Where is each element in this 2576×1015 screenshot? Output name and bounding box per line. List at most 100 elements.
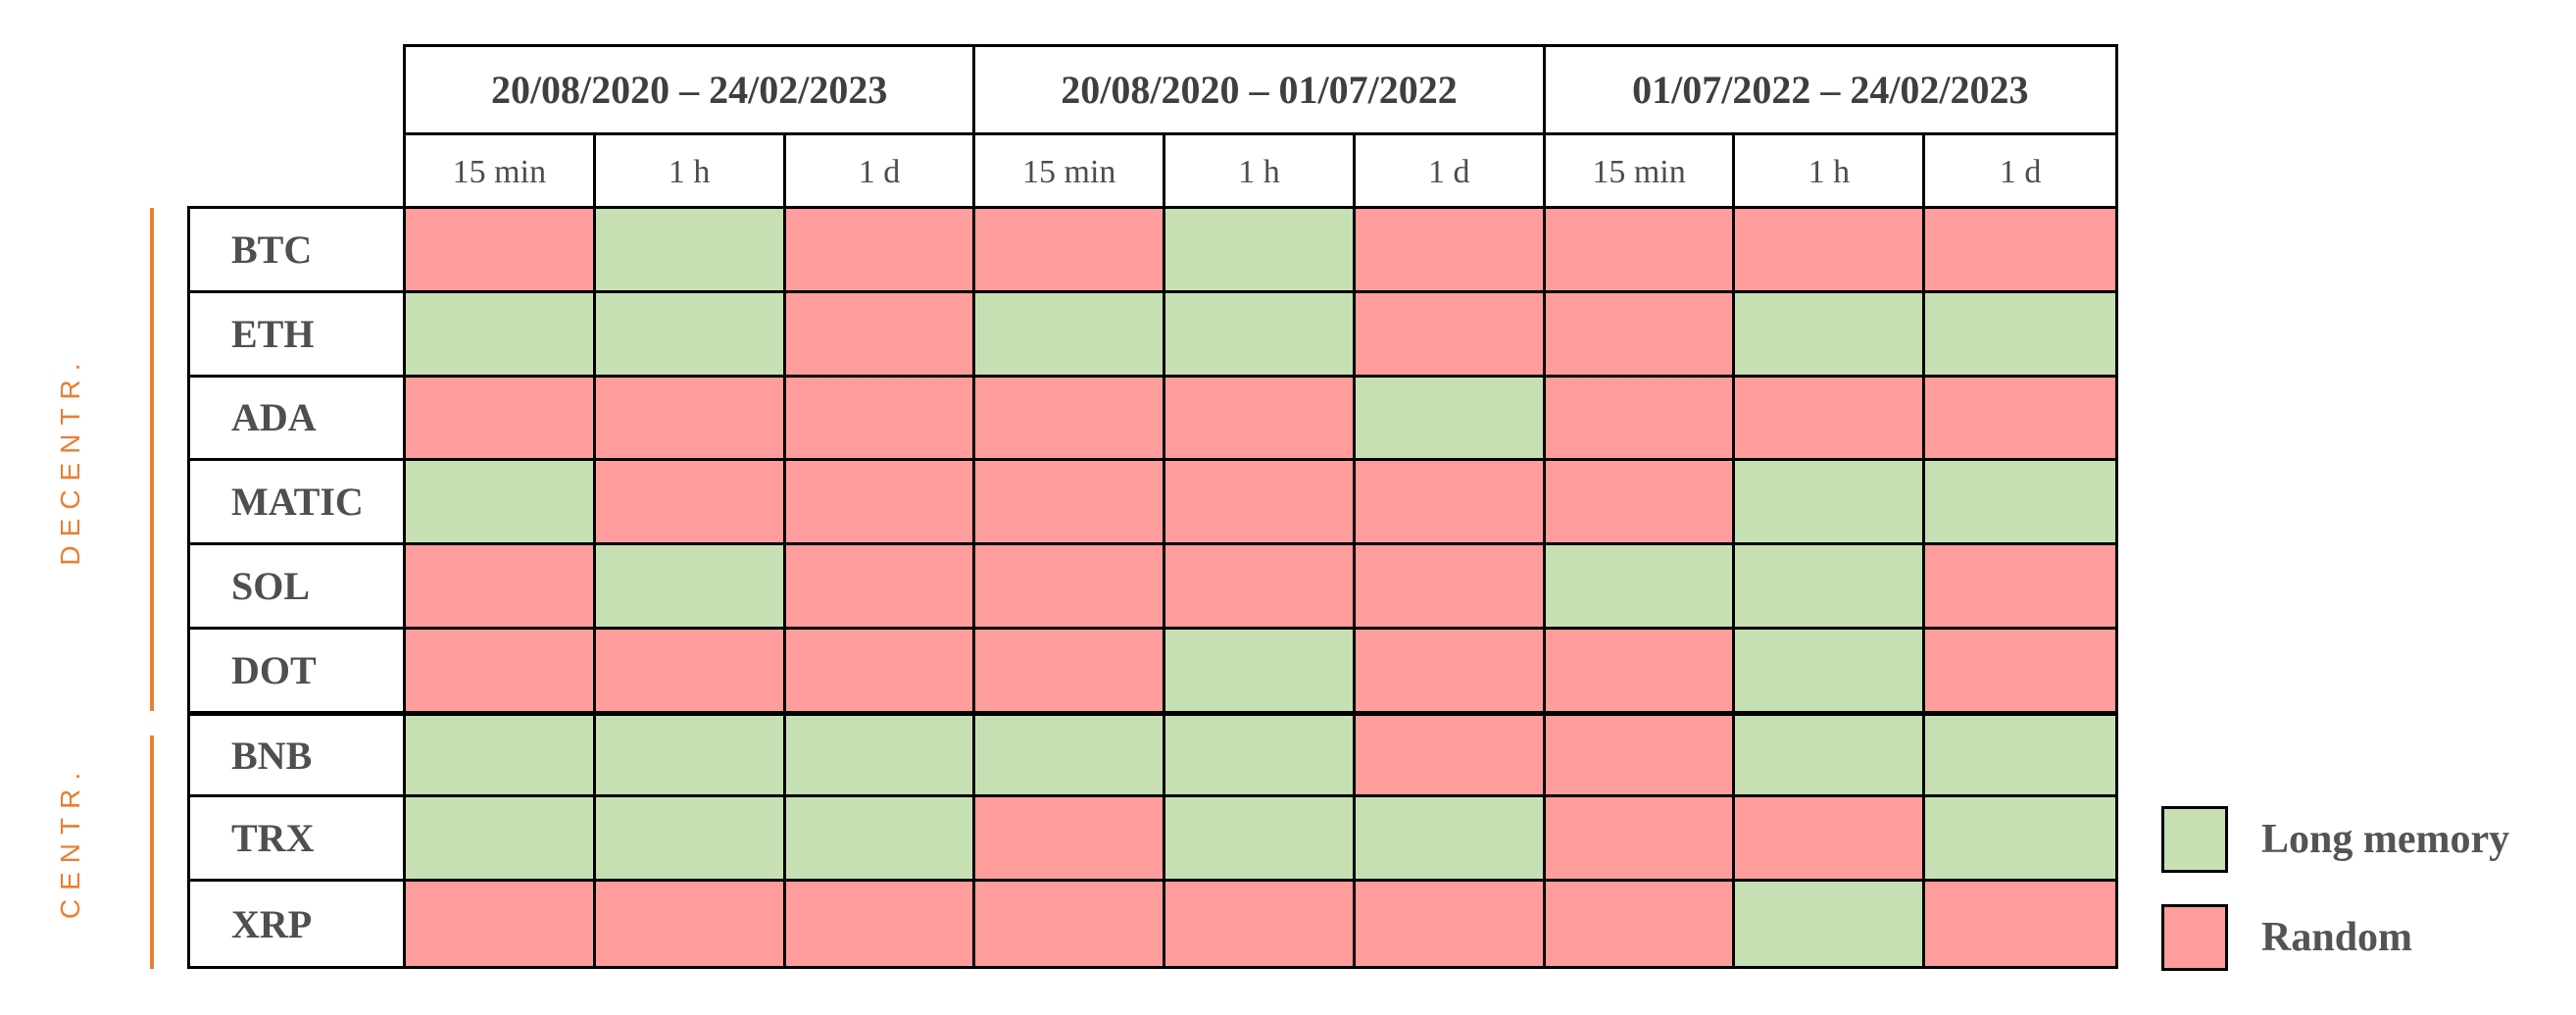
cell-btc-3 bbox=[975, 209, 1166, 293]
asset-label-ada: ADA bbox=[190, 377, 406, 462]
cell-btc-2 bbox=[785, 209, 976, 293]
cell-trx-6 bbox=[1545, 797, 1736, 883]
cell-btc-4 bbox=[1165, 209, 1356, 293]
timeframe-header-1-1: 1 h bbox=[1165, 135, 1356, 209]
cell-bnb-7 bbox=[1735, 713, 1926, 798]
cell-eth-6 bbox=[1545, 292, 1736, 378]
cell-bnb-5 bbox=[1355, 713, 1546, 798]
cell-btc-5 bbox=[1355, 209, 1546, 293]
cell-eth-3 bbox=[975, 292, 1166, 378]
cell-sol-3 bbox=[975, 545, 1166, 630]
cell-bnb-3 bbox=[975, 713, 1166, 798]
cell-sol-2 bbox=[785, 545, 976, 630]
cell-dot-7 bbox=[1735, 629, 1926, 714]
cell-ada-3 bbox=[975, 377, 1166, 462]
asset-label-sol: SOL bbox=[190, 545, 406, 630]
row-group-label-decentralized: DECENTR. bbox=[55, 354, 85, 566]
cell-sol-8 bbox=[1925, 545, 2115, 630]
legend-item-long-memory: Long memory bbox=[2161, 806, 2509, 873]
period-header-2: 01/07/2022 – 24/02/2023 bbox=[1545, 47, 2115, 135]
cell-ada-7 bbox=[1735, 377, 1926, 462]
row-group-line-decentralized bbox=[150, 208, 154, 711]
legend-swatch-long-memory bbox=[2161, 806, 2228, 873]
cell-bnb-6 bbox=[1545, 713, 1736, 798]
cell-sol-5 bbox=[1355, 545, 1546, 630]
cell-matic-8 bbox=[1925, 461, 2115, 546]
cell-ada-6 bbox=[1545, 377, 1736, 462]
cell-matic-6 bbox=[1545, 461, 1736, 546]
timeframe-header-0-2: 1 d bbox=[786, 135, 976, 209]
cell-ada-1 bbox=[595, 377, 786, 462]
cell-eth-8 bbox=[1925, 292, 2115, 378]
timeframe-header-1-2: 1 d bbox=[1356, 135, 1546, 209]
legend-swatch-random bbox=[2161, 904, 2228, 971]
cell-matic-3 bbox=[975, 461, 1166, 546]
cell-matic-7 bbox=[1735, 461, 1926, 546]
asset-label-bnb: BNB bbox=[190, 713, 406, 798]
legend-label-long-memory: Long memory bbox=[2261, 817, 2510, 862]
period-header-1: 20/08/2020 – 01/07/2022 bbox=[975, 47, 1546, 135]
cell-xrp-5 bbox=[1355, 882, 1546, 966]
cell-sol-0 bbox=[406, 545, 596, 630]
cell-sol-6 bbox=[1545, 545, 1736, 630]
legend: Long memory Random bbox=[2161, 806, 2509, 1002]
timeframe-header-1-0: 15 min bbox=[975, 135, 1166, 209]
cell-trx-2 bbox=[785, 797, 976, 883]
cell-dot-6 bbox=[1545, 629, 1736, 714]
cell-sol-4 bbox=[1165, 545, 1356, 630]
table-header: 20/08/2020 – 24/02/2023 20/08/2020 – 01/0… bbox=[403, 44, 2118, 209]
timeframe-header-0-1: 1 h bbox=[596, 135, 786, 209]
cell-xrp-2 bbox=[785, 882, 976, 966]
cell-eth-1 bbox=[595, 292, 786, 378]
cell-trx-5 bbox=[1355, 797, 1546, 883]
timeframe-header-2-2: 1 d bbox=[1999, 153, 2042, 190]
cell-eth-4 bbox=[1165, 292, 1356, 378]
row-group-line-centralized bbox=[150, 736, 154, 969]
cell-trx-7 bbox=[1735, 797, 1926, 883]
cell-sol-7 bbox=[1735, 545, 1926, 630]
table-body: BTC ETH ADA MATIC SOL DOT BNB TRX XRP bbox=[187, 206, 2118, 969]
cell-dot-2 bbox=[785, 629, 976, 714]
cell-matic-1 bbox=[595, 461, 786, 546]
cell-ada-5 bbox=[1355, 377, 1546, 462]
cell-dot-4 bbox=[1165, 629, 1356, 714]
cell-ada-4 bbox=[1165, 377, 1356, 462]
cell-trx-1 bbox=[595, 797, 786, 883]
cell-sol-1 bbox=[595, 545, 786, 630]
cell-matic-0 bbox=[406, 461, 596, 546]
cell-dot-8 bbox=[1925, 629, 2115, 714]
cell-trx-4 bbox=[1165, 797, 1356, 883]
cell-bnb-4 bbox=[1165, 713, 1356, 798]
cell-ada-2 bbox=[785, 377, 976, 462]
cell-bnb-0 bbox=[406, 713, 596, 798]
cell-dot-1 bbox=[595, 629, 786, 714]
cell-xrp-4 bbox=[1165, 882, 1356, 966]
cell-bnb-8 bbox=[1925, 713, 2115, 798]
cell-eth-7 bbox=[1735, 292, 1926, 378]
cell-matic-4 bbox=[1165, 461, 1356, 546]
cell-btc-1 bbox=[595, 209, 786, 293]
row-group-label-centralized: CENTR. bbox=[55, 763, 85, 920]
cell-eth-2 bbox=[785, 292, 976, 378]
cell-trx-0 bbox=[406, 797, 596, 883]
cell-trx-8 bbox=[1925, 797, 2115, 883]
cell-btc-6 bbox=[1545, 209, 1736, 293]
cell-eth-5 bbox=[1355, 292, 1546, 378]
cell-matic-2 bbox=[785, 461, 976, 546]
legend-item-random: Random bbox=[2161, 904, 2509, 971]
cell-bnb-2 bbox=[785, 713, 976, 798]
cell-xrp-6 bbox=[1545, 882, 1736, 966]
cell-btc-8 bbox=[1925, 209, 2115, 293]
cell-dot-5 bbox=[1355, 629, 1546, 714]
asset-label-dot: DOT bbox=[190, 629, 406, 714]
cell-xrp-7 bbox=[1735, 882, 1926, 966]
timeframe-header-2-0: 15 min bbox=[1546, 135, 1736, 209]
timeframe-header-2-1: 1 h bbox=[1735, 135, 1926, 209]
cell-trx-3 bbox=[975, 797, 1166, 883]
cell-ada-0 bbox=[406, 377, 596, 462]
cell-dot-3 bbox=[975, 629, 1166, 714]
period-header-0: 20/08/2020 – 24/02/2023 bbox=[406, 47, 976, 135]
cell-matic-5 bbox=[1355, 461, 1546, 546]
cell-xrp-0 bbox=[406, 882, 596, 966]
